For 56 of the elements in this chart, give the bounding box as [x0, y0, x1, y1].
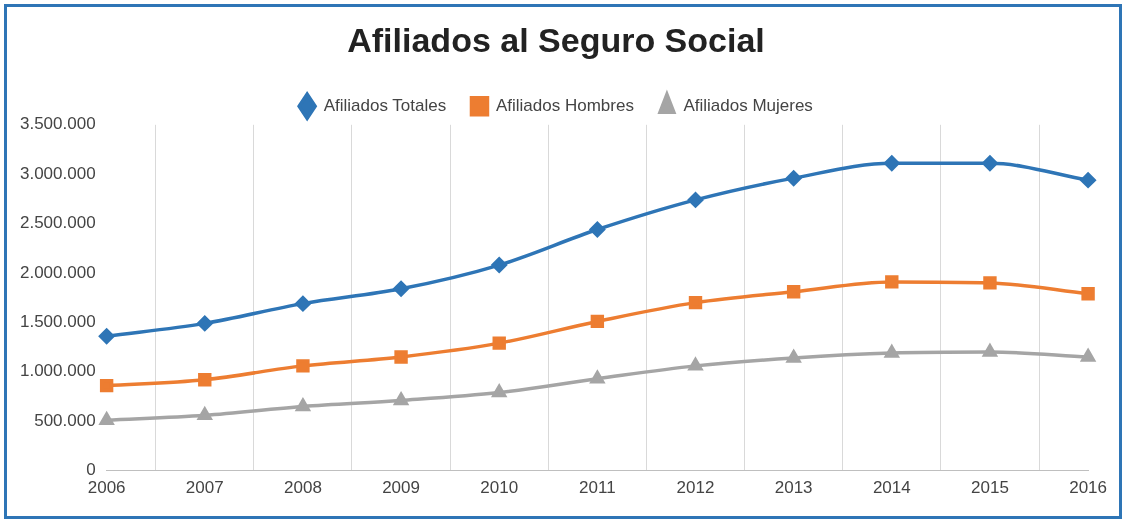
point — [589, 221, 606, 238]
point — [982, 155, 998, 172]
x-tick-label: 2013 — [774, 478, 813, 498]
point — [99, 378, 114, 393]
point — [295, 295, 311, 312]
x-tick-label: 2016 — [1069, 478, 1107, 498]
point — [197, 315, 213, 332]
point — [786, 350, 801, 363]
y-tick-label: 3.500.000 — [19, 114, 96, 134]
point — [491, 257, 507, 273]
point — [295, 398, 310, 412]
point — [492, 336, 506, 350]
point — [688, 295, 703, 310]
x-tick-label: 2008 — [284, 478, 322, 498]
x-tick-label: 2011 — [579, 478, 616, 498]
point — [1081, 287, 1095, 301]
y-tick-label: 1.500.000 — [19, 312, 96, 332]
point — [983, 344, 997, 357]
y-tick-label: 1.000.000 — [19, 361, 96, 381]
point — [296, 359, 310, 373]
y-tick-label: 3.000.000 — [19, 163, 96, 183]
point — [884, 155, 900, 172]
x-tick-label: 2015 — [971, 478, 1009, 498]
x-tick-label: 2014 — [872, 478, 911, 498]
x-tick-label: 2007 — [185, 478, 224, 498]
point — [590, 370, 605, 384]
y-tick-label: 500.000 — [34, 410, 96, 430]
point — [98, 328, 115, 344]
point — [1080, 172, 1096, 188]
y-tick-label: 2.000.000 — [19, 262, 96, 282]
point — [590, 314, 605, 329]
point — [786, 285, 801, 299]
point — [492, 384, 507, 398]
point — [885, 275, 899, 289]
point — [687, 192, 704, 208]
legend-label: Afiliados Mujeres — [683, 95, 813, 115]
x-tick-label: 2010 — [480, 478, 519, 498]
point — [688, 358, 703, 371]
x-tick-label: 2006 — [87, 478, 126, 498]
x-tick-label: 2012 — [676, 478, 715, 498]
legend-label: Afiliados Totales — [323, 95, 447, 115]
chart-title: Afiliados al Seguro Social — [347, 20, 765, 59]
point — [983, 276, 997, 290]
point — [1081, 349, 1096, 362]
x-tick-label: 2009 — [382, 478, 420, 498]
point — [197, 407, 212, 421]
y-tick-label: 2.500.000 — [19, 213, 96, 233]
point — [785, 170, 802, 186]
y-tick-label: 0 — [86, 460, 96, 480]
legend-label: Afiliados Hombres — [495, 95, 634, 115]
point — [394, 392, 409, 406]
point — [393, 281, 409, 297]
point — [884, 345, 899, 358]
point — [198, 373, 212, 387]
point — [394, 350, 408, 364]
point — [99, 412, 114, 425]
